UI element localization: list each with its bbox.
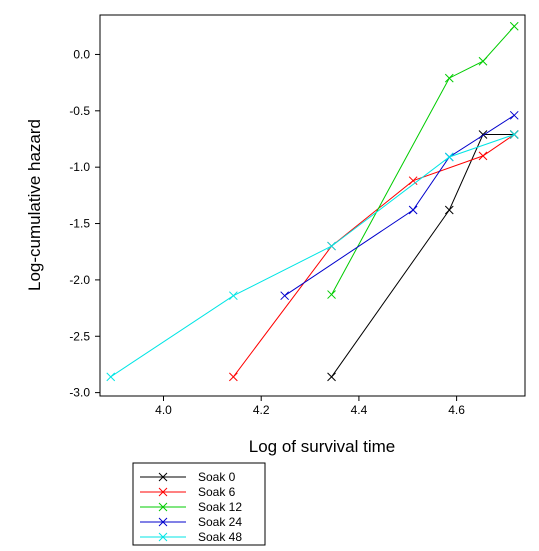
data-point bbox=[444, 152, 454, 162]
legend-marker bbox=[158, 502, 168, 512]
data-point bbox=[327, 241, 336, 251]
legend-entry: Soak 24 bbox=[140, 515, 242, 529]
series-line-3 bbox=[284, 114, 515, 297]
legend-label: Soak 12 bbox=[198, 500, 242, 514]
x-tick-label: 4.2 bbox=[253, 403, 270, 417]
legend-label: Soak 0 bbox=[198, 470, 236, 484]
series-line-4 bbox=[110, 134, 515, 378]
data-point bbox=[229, 291, 238, 301]
legend-marker bbox=[158, 487, 168, 497]
x-tick-label: 4.6 bbox=[448, 403, 465, 417]
plot-frame bbox=[99, 14, 526, 397]
series-4 bbox=[106, 130, 519, 382]
y-tick-label: -1.5 bbox=[69, 217, 90, 231]
legend-label: Soak 24 bbox=[198, 515, 242, 529]
y-tick-label: -2.0 bbox=[69, 273, 90, 287]
series-1 bbox=[229, 130, 519, 382]
x-tick-label: 4.4 bbox=[351, 403, 368, 417]
y-tick-label: -0.5 bbox=[69, 104, 90, 118]
legend-entry: Soak 6 bbox=[140, 485, 236, 499]
data-point bbox=[509, 21, 519, 31]
legend-marker bbox=[158, 517, 168, 527]
series-3 bbox=[280, 110, 519, 301]
x-axis-title: Log of survival time bbox=[249, 437, 395, 456]
y-tick-label: -3.0 bbox=[69, 386, 90, 400]
data-point bbox=[280, 291, 290, 301]
legend-entry: Soak 48 bbox=[140, 530, 242, 544]
series-line-1 bbox=[233, 134, 515, 378]
data-point bbox=[229, 372, 238, 382]
data-point bbox=[444, 205, 454, 215]
data-point bbox=[327, 372, 336, 382]
series-line-2 bbox=[331, 25, 515, 295]
data-point bbox=[106, 372, 116, 382]
legend-marker bbox=[158, 532, 168, 542]
legend-marker bbox=[158, 472, 168, 482]
legend-entry: Soak 0 bbox=[140, 470, 236, 484]
data-point bbox=[444, 73, 454, 83]
legend-entry: Soak 12 bbox=[140, 500, 242, 514]
axis-ticks: 4.0 4.2 4.4 4.6 0.0 -0.5 -1.0 -1.5 -2.0 -2.5 -3.0 bbox=[69, 47, 465, 417]
legend-label: Soak 48 bbox=[198, 530, 242, 544]
x-tick-label: 4.0 bbox=[155, 403, 172, 417]
data-point bbox=[408, 176, 418, 186]
y-tick-label: -1.0 bbox=[69, 160, 90, 174]
legend-label: Soak 6 bbox=[198, 485, 236, 499]
data-point bbox=[478, 56, 488, 66]
y-tick-label: -2.5 bbox=[69, 329, 90, 343]
series-group bbox=[106, 21, 519, 382]
data-point bbox=[408, 205, 418, 215]
data-point bbox=[509, 130, 519, 139]
y-tick-label: 0.0 bbox=[73, 47, 90, 61]
series-line-0 bbox=[331, 134, 515, 378]
y-axis-title: Log-cumulative hazard bbox=[25, 119, 44, 291]
series-2 bbox=[327, 21, 519, 299]
data-point bbox=[327, 290, 336, 299]
series-0 bbox=[327, 130, 519, 382]
data-point bbox=[509, 110, 519, 120]
data-point bbox=[478, 151, 488, 161]
